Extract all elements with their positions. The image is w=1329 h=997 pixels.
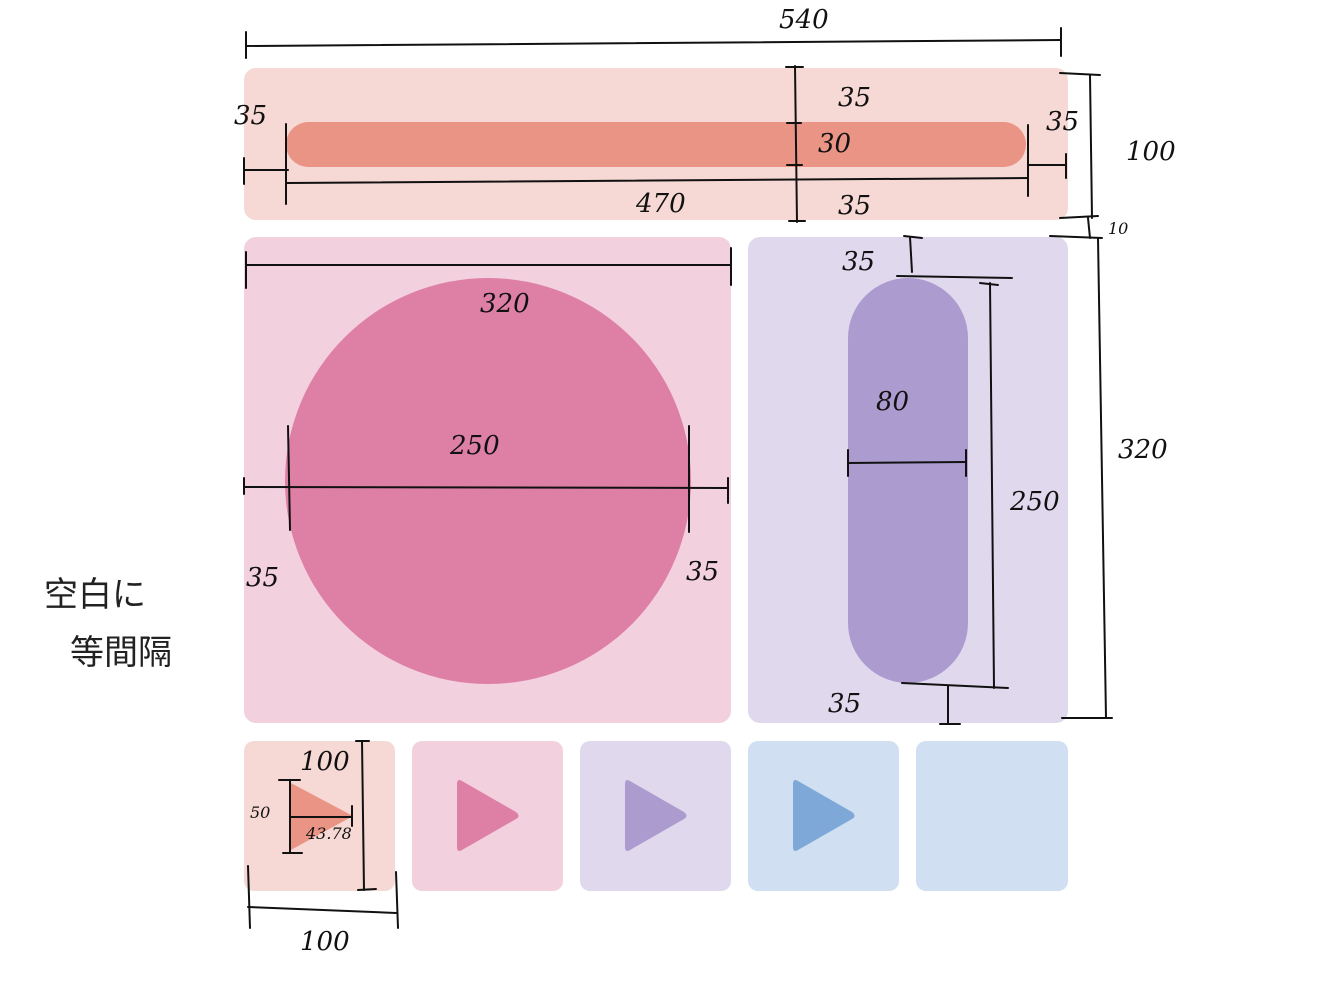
label-bar-width: 470 — [635, 189, 686, 219]
label-circle-pad-right: 35 — [686, 557, 719, 587]
label-triangle-width: 43.78 — [305, 824, 352, 843]
label-top-pad-bottom: 35 — [838, 191, 871, 221]
tile-empty — [916, 741, 1068, 891]
dimension-lines — [243, 27, 1113, 929]
label-circle-diameter: 250 — [449, 431, 500, 461]
side-note-line1: 空白に — [44, 575, 146, 615]
side-note-line2: 等間隔 — [70, 633, 172, 673]
label-total-width: 540 — [779, 5, 829, 35]
label-tile-width: 100 — [300, 927, 350, 957]
play-icon-pink — [457, 780, 519, 851]
label-bar-height: 30 — [818, 129, 851, 159]
circle-shape — [285, 278, 691, 684]
label-capsule-width: 80 — [876, 387, 909, 417]
play-icon-blue — [793, 780, 855, 851]
label-gap: 10 — [1108, 219, 1128, 238]
label-circle-pad-left: 35 — [246, 563, 279, 593]
label-triangle-height: 50 — [250, 803, 270, 822]
label-top-pad-top: 35 — [838, 83, 871, 113]
vertical-capsule — [848, 278, 968, 683]
label-tile-height: 100 — [300, 747, 350, 777]
label-capsule-pad-bottom: 35 — [828, 689, 861, 719]
label-capsule-height: 250 — [1009, 487, 1060, 517]
label-top-pad-left: 35 — [234, 101, 267, 131]
label-top-height: 100 — [1126, 137, 1176, 167]
dimension-labels: 540 35 35 35 30 470 35 100 10 320 250 35… — [234, 5, 1176, 957]
horizontal-bar — [286, 122, 1026, 167]
label-capsule-pad-top: 35 — [842, 247, 875, 277]
play-icon-lavender — [625, 780, 687, 851]
label-big-panel-width: 320 — [480, 289, 530, 319]
label-middle-height: 320 — [1118, 435, 1168, 465]
label-top-pad-right: 35 — [1046, 107, 1079, 137]
side-note: 空白に 等間隔 — [44, 575, 172, 673]
